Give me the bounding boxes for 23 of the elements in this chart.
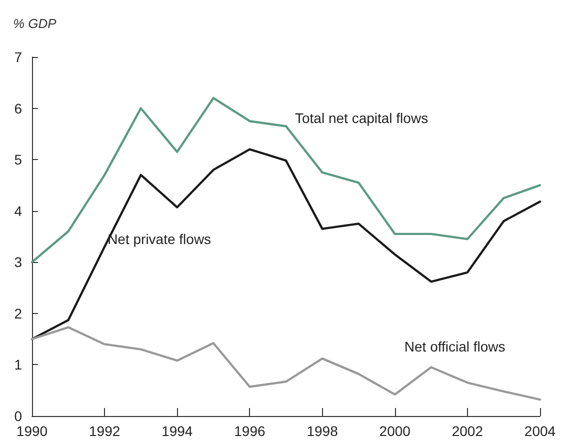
x-tick-label: 1992 (88, 423, 120, 439)
series-label: Total net capital flows (295, 110, 428, 126)
x-tick-label: 1994 (162, 423, 193, 439)
y-tick-label: 4 (14, 202, 22, 219)
y-tick-label: 7 (14, 49, 22, 65)
x-tick-label: 1990 (16, 423, 48, 439)
line-series (30, 96, 542, 264)
x-tick-label: 2004 (524, 423, 556, 439)
series-label: Net official flows (404, 338, 506, 354)
line-series (30, 148, 542, 340)
y-tick-label: 6 (14, 100, 22, 116)
y-tick-label: 1 (14, 356, 22, 373)
line-series (30, 326, 542, 401)
x-tick-label: 1996 (234, 423, 266, 439)
y-tick-label: 0 (14, 408, 22, 424)
y-tick-label: 5 (14, 152, 22, 168)
y-tick-label: 3 (14, 254, 22, 270)
x-tick-label: 1998 (306, 423, 338, 439)
x-tick-label: 2002 (452, 423, 484, 439)
y-tick-label: 2 (14, 305, 22, 322)
series-label: Net private flows (108, 230, 212, 247)
x-tick-label: 2000 (379, 423, 411, 439)
y-axis-title: % GDP (13, 16, 57, 31)
